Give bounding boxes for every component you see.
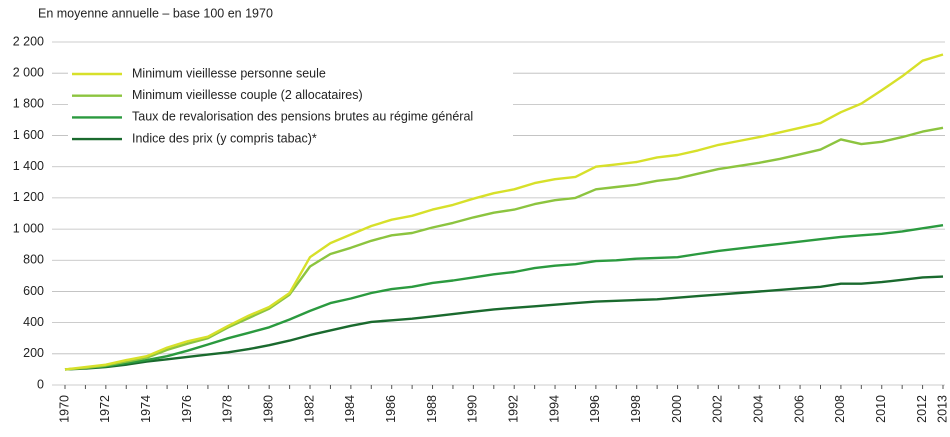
x-tick-label: 1996 <box>588 395 602 423</box>
y-tick-label: 1 600 <box>13 128 44 142</box>
chart-title: En moyenne annuelle – base 100 en 1970 <box>38 6 273 20</box>
y-tick-label: 1 000 <box>13 221 44 235</box>
x-tick-label: 1992 <box>507 395 521 423</box>
legend-label: Minimum vieillesse personne seule <box>132 66 326 80</box>
x-tick-label: 2008 <box>833 395 847 423</box>
y-tick-label: 1 400 <box>13 159 44 173</box>
x-tick-label: 1976 <box>180 395 194 423</box>
series-line <box>64 126 944 371</box>
y-tick-label: 0 <box>37 377 44 391</box>
x-tick-label: 1984 <box>343 395 357 423</box>
y-tick-label: 1 200 <box>13 190 44 204</box>
y-tick-label: 1 800 <box>13 97 44 111</box>
legend-background <box>68 86 513 107</box>
series-line <box>64 53 944 371</box>
x-tick-label: 1970 <box>57 395 71 423</box>
legend-background <box>68 108 513 129</box>
x-tick-label: 2013 <box>935 395 949 423</box>
y-tick-label: 2 000 <box>13 65 44 79</box>
y-tick-label: 600 <box>23 284 44 298</box>
x-tick-label: 1974 <box>139 395 153 423</box>
y-tick-label: 400 <box>23 315 44 329</box>
series-line <box>64 275 944 371</box>
x-tick-label: 2012 <box>915 395 929 423</box>
x-tick-label: 1980 <box>261 395 275 423</box>
x-tick-label: 1990 <box>466 395 480 423</box>
x-tick-label: 1994 <box>547 395 561 423</box>
x-tick-label: 2004 <box>752 395 766 423</box>
legend-background <box>68 130 513 151</box>
x-tick-label: 2000 <box>670 395 684 423</box>
x-tick-label: 2002 <box>711 395 725 423</box>
y-tick-label: 800 <box>23 253 44 267</box>
x-tick-label: 1978 <box>221 395 235 423</box>
x-tick-label: 1986 <box>384 395 398 423</box>
legend-background <box>68 65 513 85</box>
x-tick-label: 1982 <box>302 395 316 423</box>
x-tick-label: 1988 <box>425 395 439 423</box>
legend-label: Taux de revalorisation des pensions brut… <box>132 110 473 124</box>
x-tick-label: 1972 <box>98 395 112 423</box>
legend-label: Indice des prix (y compris tabac)* <box>132 131 317 145</box>
legend-label: Minimum vieillesse couple (2 allocataire… <box>132 88 363 102</box>
series-line <box>64 224 944 371</box>
y-tick-label: 200 <box>23 346 44 360</box>
x-tick-label: 2010 <box>874 395 888 423</box>
x-tick-label: 1998 <box>629 395 643 423</box>
x-tick-label: 2006 <box>792 395 806 423</box>
y-tick-label: 2 200 <box>13 34 44 48</box>
